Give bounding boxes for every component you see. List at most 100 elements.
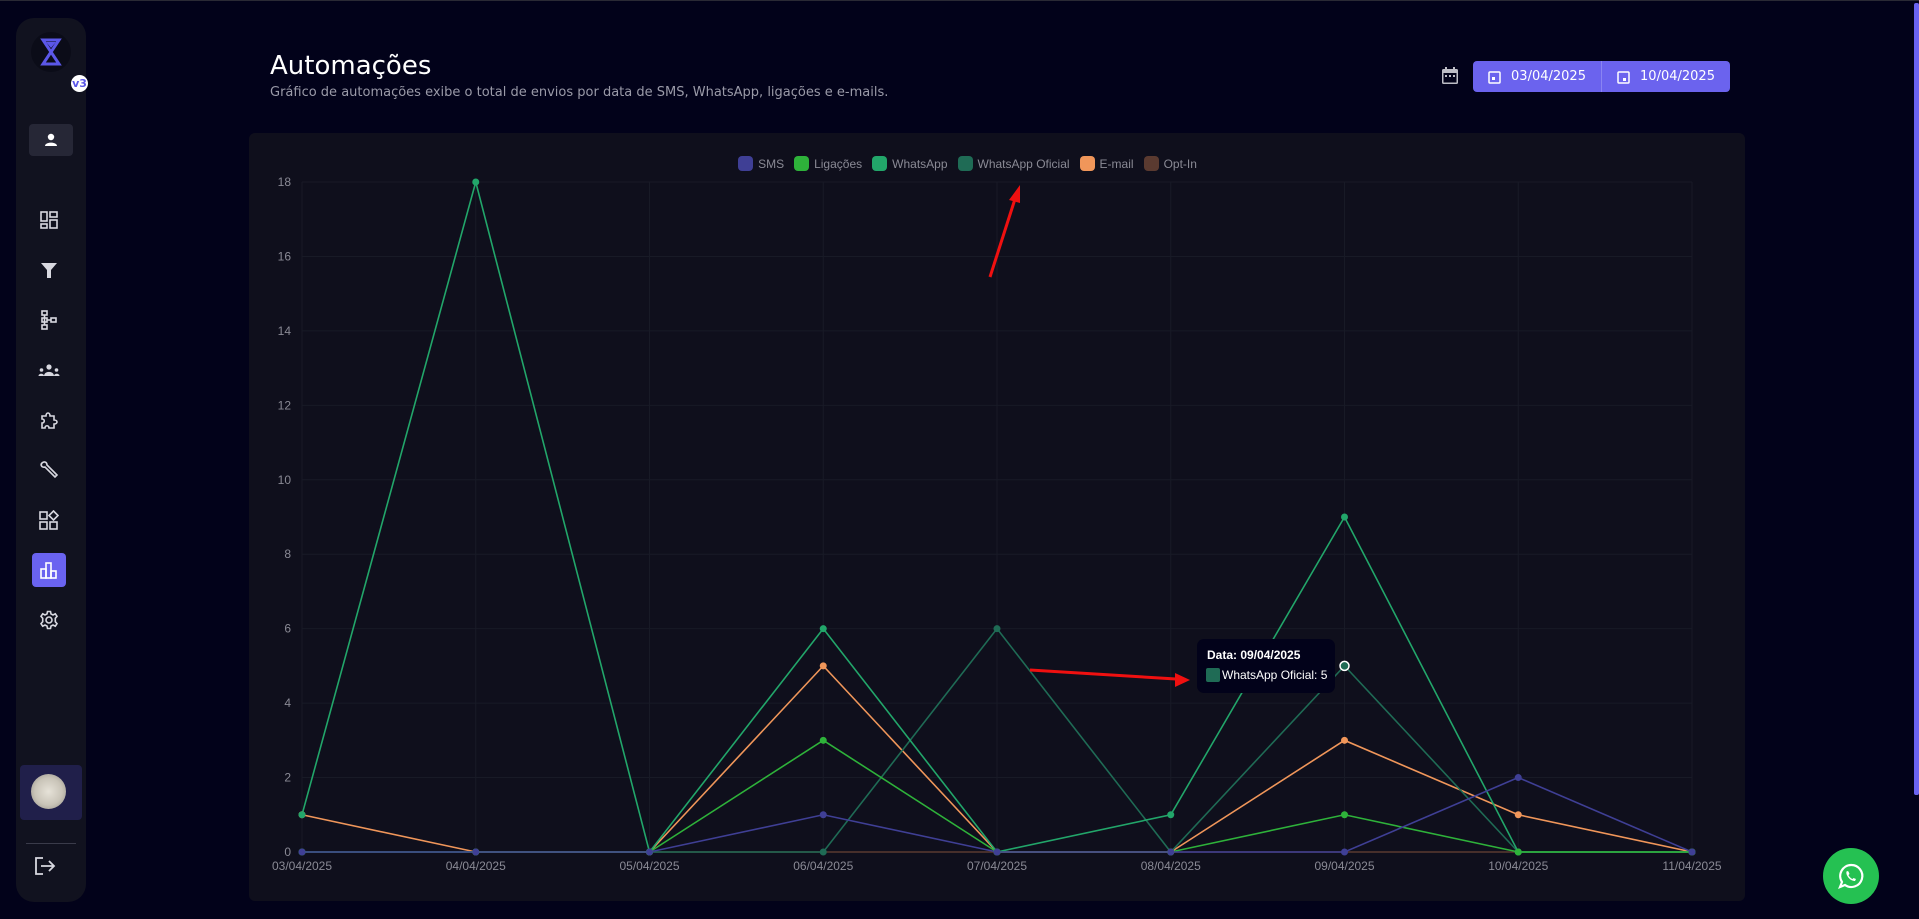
- sidebar-divider: [26, 843, 76, 844]
- data-point: [1341, 513, 1348, 521]
- legend-label: WhatsApp Oficial: [977, 156, 1070, 171]
- hourglass-logo-icon: [40, 38, 62, 66]
- chart-tooltip: Data: 09/04/2025 WhatsApp Oficial: 5: [1197, 639, 1335, 693]
- y-tick-label: 10: [278, 473, 292, 487]
- legend-swatch: [957, 156, 973, 171]
- x-tick-label: 10/04/2025: [1488, 859, 1548, 873]
- legend-item[interactable]: SMS: [738, 156, 784, 171]
- nav-flows[interactable]: [32, 303, 66, 337]
- data-point: [993, 625, 1001, 633]
- data-point: [298, 811, 306, 819]
- nav-reports[interactable]: [32, 553, 66, 587]
- chart-legend: SMS Ligações WhatsApp WhatsApp Oficial E-mai…: [0, 156, 1919, 171]
- legend-item[interactable]: Opt-In: [1143, 156, 1197, 171]
- dashboard-icon: [40, 211, 58, 229]
- calendar-icon: [1442, 67, 1458, 84]
- filter-icon: [41, 263, 57, 278]
- y-tick-label: 6: [284, 622, 291, 636]
- gear-icon: [39, 610, 59, 630]
- legend-label: E-mail: [1099, 156, 1134, 171]
- y-tick-label: 0: [284, 845, 291, 859]
- event-icon: [1617, 70, 1630, 84]
- legend-swatch: [738, 156, 754, 171]
- data-point: [819, 625, 827, 633]
- legend-swatch: [1079, 156, 1095, 171]
- profile-button[interactable]: [29, 124, 73, 156]
- page-title: Automações: [270, 51, 432, 81]
- x-tick-label: 08/04/2025: [1141, 859, 1201, 873]
- x-tick-label: 05/04/2025: [619, 859, 679, 873]
- legend-swatch: [1143, 156, 1159, 171]
- tooltip-swatch: [1206, 668, 1220, 682]
- bar-chart-icon: [40, 562, 57, 579]
- data-point: [646, 848, 653, 856]
- y-tick-label: 4: [284, 696, 291, 710]
- widgets-icon: [39, 510, 59, 530]
- x-tick-label: 03/04/2025: [272, 859, 332, 873]
- tooltip-title: Data: 09/04/2025: [1207, 648, 1301, 662]
- x-tick-label: 07/04/2025: [967, 859, 1027, 873]
- legend-label: SMS: [758, 156, 785, 171]
- data-point: [819, 848, 827, 856]
- data-point: [1339, 660, 1350, 672]
- legend-item[interactable]: WhatsApp: [872, 156, 948, 171]
- event-icon: [1488, 70, 1501, 84]
- data-point: [472, 178, 480, 186]
- data-point: [819, 662, 827, 670]
- groups-icon: [38, 364, 60, 376]
- legend-item[interactable]: E-mail: [1079, 156, 1134, 171]
- data-point: [1514, 811, 1522, 819]
- y-tick-label: 16: [278, 249, 292, 263]
- data-point: [1167, 811, 1175, 819]
- data-point: [472, 848, 480, 856]
- y-tick-label: 2: [284, 771, 291, 785]
- data-point: [298, 848, 306, 856]
- nav-tools[interactable]: [32, 453, 66, 487]
- nav-settings[interactable]: [32, 603, 66, 637]
- nav-contacts[interactable]: [32, 353, 66, 387]
- legend-swatch: [872, 156, 888, 171]
- nav-funnel[interactable]: [32, 253, 66, 287]
- nav-apps[interactable]: [32, 503, 66, 537]
- date-range-picker: 03/04/2025 10/04/2025: [1473, 61, 1730, 92]
- data-point: [1514, 848, 1522, 856]
- start-date-button[interactable]: 03/04/2025: [1473, 61, 1602, 92]
- hierarchy-icon: [41, 310, 57, 330]
- legend-label: WhatsApp: [892, 156, 948, 171]
- wrench-icon: [40, 461, 59, 479]
- version-badge: v3: [71, 75, 88, 92]
- page-subtitle: Gráfico de automações exibe o total de e…: [270, 85, 889, 100]
- data-point: [819, 736, 827, 744]
- nav-integrations[interactable]: [32, 403, 66, 437]
- data-point: [1341, 736, 1348, 744]
- y-tick-label: 12: [278, 398, 292, 412]
- whatsapp-icon: [1838, 863, 1864, 889]
- y-tick-label: 18: [278, 175, 292, 189]
- x-tick-label: 09/04/2025: [1314, 859, 1374, 873]
- legend-item[interactable]: Ligações: [794, 156, 862, 171]
- tooltip-row: WhatsApp Oficial: 5: [1206, 668, 1327, 682]
- puzzle-icon: [41, 412, 58, 429]
- tooltip-value: WhatsApp Oficial: 5: [1222, 668, 1328, 682]
- x-tick-label: 04/04/2025: [446, 859, 506, 873]
- end-date: 10/04/2025: [1640, 69, 1715, 84]
- legend-swatch: [794, 156, 810, 171]
- logout-icon: [35, 857, 56, 875]
- x-tick-label: 06/04/2025: [793, 859, 853, 873]
- data-point: [1341, 848, 1348, 856]
- y-tick-label: 14: [278, 324, 292, 338]
- app-logo[interactable]: v3: [31, 32, 88, 92]
- data-point: [819, 811, 827, 819]
- legend-item[interactable]: WhatsApp Oficial: [957, 156, 1070, 171]
- nav-dashboard[interactable]: [32, 203, 66, 237]
- user-avatar-button[interactable]: [20, 765, 82, 820]
- whatsapp-support-button[interactable]: [1823, 848, 1879, 904]
- scrollbar-thumb[interactable]: [1914, 3, 1919, 795]
- end-date-button[interactable]: 10/04/2025: [1602, 61, 1730, 92]
- calendar-button[interactable]: [1440, 66, 1460, 91]
- logout-button[interactable]: [34, 856, 56, 881]
- data-point: [1341, 811, 1348, 819]
- y-tick-label: 8: [284, 547, 291, 561]
- x-tick-label: 11/04/2025: [1662, 859, 1721, 873]
